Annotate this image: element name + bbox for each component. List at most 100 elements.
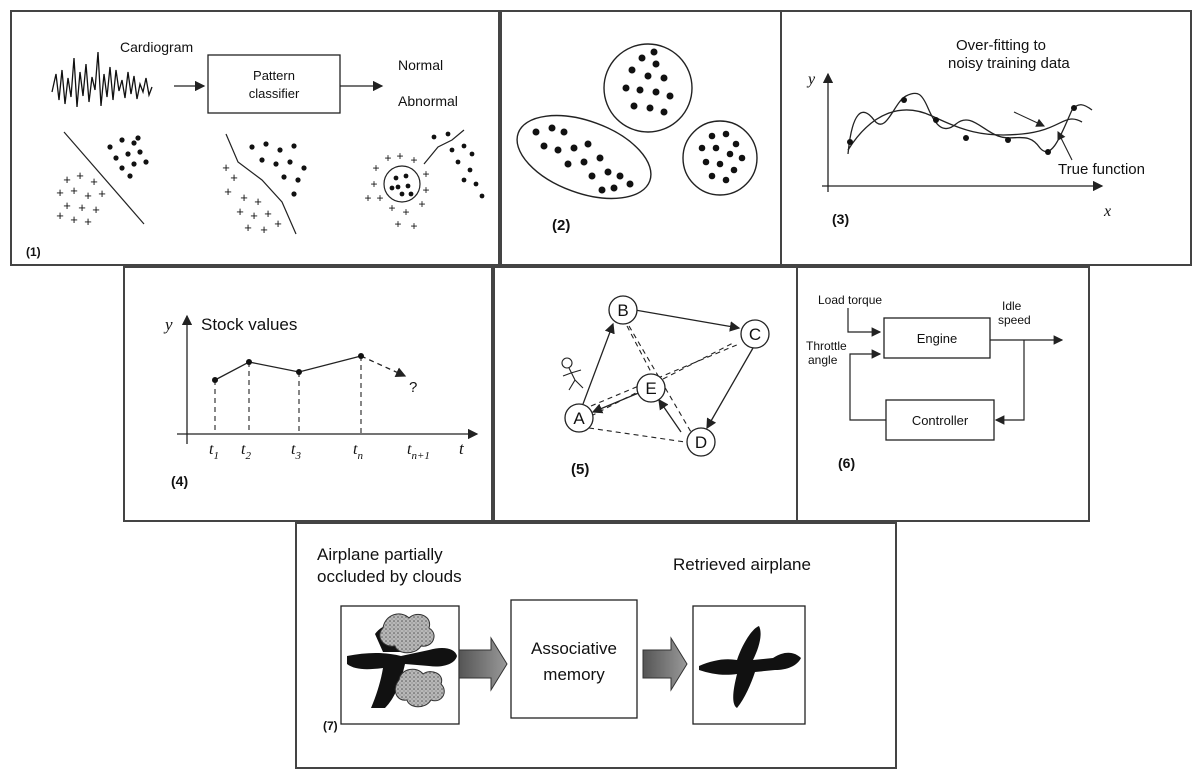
- cardiogram-signal: [51, 51, 153, 108]
- svg-text:+: +: [264, 206, 272, 221]
- svg-text:+: +: [396, 149, 403, 163]
- svg-text:+: +: [70, 183, 78, 198]
- node-e: [636, 373, 666, 403]
- svg-text:+: +: [364, 191, 371, 205]
- svg-text:+: +: [240, 190, 248, 205]
- output-normal: Normal: [398, 57, 443, 73]
- node-c: [740, 319, 770, 349]
- tick-tn: tn: [353, 441, 363, 462]
- node-a: [564, 403, 594, 433]
- overfit-label-line1: Over-fitting to: [956, 37, 1046, 54]
- svg-text:+: +: [376, 191, 383, 205]
- cluster-right-dots: [698, 130, 746, 184]
- boundary-curve: [423, 129, 465, 165]
- boundary-linear: [63, 131, 145, 225]
- panel5-label: (5): [571, 461, 589, 478]
- svg-text:+: +: [244, 220, 252, 235]
- panel-prediction: y Stock values ? t t1 t2 t3 tn tn+1 (4): [123, 266, 493, 522]
- panel3-label: (3): [832, 211, 849, 227]
- node-a-label: A: [573, 409, 585, 428]
- y-axis-label: y: [163, 315, 173, 334]
- node-d-label: D: [695, 433, 707, 452]
- input-label-line2: occluded by clouds: [317, 567, 462, 586]
- arrow-to-output: [642, 636, 688, 692]
- class-a-dots-1: [107, 135, 149, 179]
- memory-line2: memory: [543, 665, 605, 684]
- svg-text:+: +: [84, 188, 92, 203]
- svg-text:+: +: [410, 219, 417, 233]
- class-a-dots-inner: [389, 173, 414, 197]
- class-a-dots-2: [249, 141, 307, 197]
- engine-box: [883, 317, 991, 359]
- svg-text:+: +: [274, 216, 282, 231]
- overfit-label-line2: noisy training data: [948, 55, 1070, 72]
- class-a-dots-outer: [431, 131, 485, 199]
- output-abnormal: Abnormal: [398, 93, 458, 109]
- panel1-label: (1): [26, 245, 41, 259]
- panel-pattern-classification: Cardiogram Pattern classifier Normal Abn…: [10, 10, 500, 266]
- svg-text:+: +: [222, 160, 230, 175]
- cloud-top: [379, 613, 435, 654]
- controller-box: [885, 399, 995, 441]
- node-b: [608, 295, 638, 325]
- tick-t3: t3: [291, 441, 301, 462]
- cardiogram-label: Cardiogram: [120, 39, 193, 55]
- svg-text:+: +: [56, 185, 64, 200]
- boundary-nonlinear: [225, 133, 297, 235]
- idle-speed-line1: Idle: [1002, 299, 1022, 313]
- cluster-circle-right: [682, 120, 758, 196]
- panel-control: Load torque Engine Idle speed Controller…: [796, 266, 1090, 522]
- forecast-question: ?: [409, 379, 417, 396]
- tick-t1: t1: [209, 441, 219, 462]
- memory-line1: Associative: [531, 639, 617, 658]
- load-torque-arrow: [847, 308, 882, 337]
- svg-text:+: +: [98, 186, 106, 201]
- panel4-label: (4): [171, 473, 188, 489]
- output-label: Retrieved airplane: [673, 555, 811, 574]
- throttle-angle-line2: angle: [808, 353, 838, 367]
- svg-text:+: +: [63, 172, 71, 187]
- svg-text:+: +: [388, 201, 395, 215]
- svg-text:+: +: [422, 183, 429, 197]
- training-points: [847, 97, 1077, 155]
- cloud-bottom: [394, 668, 445, 708]
- stock-points: [212, 353, 364, 383]
- svg-text:+: +: [384, 151, 391, 165]
- true-function-label: True function: [1058, 161, 1145, 178]
- overfit-pointer: [1013, 111, 1045, 127]
- class-b-crosses-1: + + ++ + + ++ + + + ++: [56, 168, 106, 229]
- associative-memory-box: [510, 599, 638, 719]
- panel-optimization-graph: B C E A D (5): [493, 266, 798, 522]
- svg-text:+: +: [78, 200, 86, 215]
- svg-text:+: +: [370, 177, 377, 191]
- panel7-label: (7): [323, 719, 338, 733]
- panel-associative-memory: Airplane partially occluded by clouds Re…: [295, 522, 897, 769]
- svg-text:+: +: [254, 194, 262, 209]
- retrieved-airplane: [699, 626, 801, 708]
- panel-clustering: (2): [500, 10, 782, 266]
- true-function-curve: [847, 109, 1083, 151]
- idle-speed-line2: speed: [998, 313, 1031, 327]
- x-axis-label: x: [1103, 203, 1111, 220]
- stock-values-title: Stock values: [201, 315, 297, 334]
- dashed-guides: [214, 356, 362, 434]
- load-torque-label: Load torque: [818, 293, 882, 307]
- svg-text:+: +: [418, 197, 425, 211]
- panel-function-approximation: y x Over-fitting to noisy training data …: [780, 10, 1192, 266]
- cluster-ellipse-left: [516, 114, 652, 200]
- svg-text:+: +: [224, 184, 232, 199]
- tick-t2: t2: [241, 441, 251, 462]
- traveler-icon: [561, 357, 584, 391]
- node-e-label: E: [645, 379, 656, 398]
- svg-text:+: +: [394, 217, 401, 231]
- node-c-label: C: [749, 325, 761, 344]
- panel2-label: (2): [552, 217, 570, 234]
- node-d: [686, 427, 716, 457]
- occluded-airplane: [347, 623, 457, 708]
- dashed-edges: [588, 325, 740, 443]
- class-b-crosses-3: ++ + ++ +++ ++ ++ ++: [364, 149, 429, 233]
- cluster-left-dots: [532, 124, 634, 194]
- svg-text:+: +: [236, 204, 244, 219]
- class-b-crosses-2: ++ + ++ + ++ + + +: [222, 160, 282, 237]
- pattern-classifier-box: [207, 54, 341, 114]
